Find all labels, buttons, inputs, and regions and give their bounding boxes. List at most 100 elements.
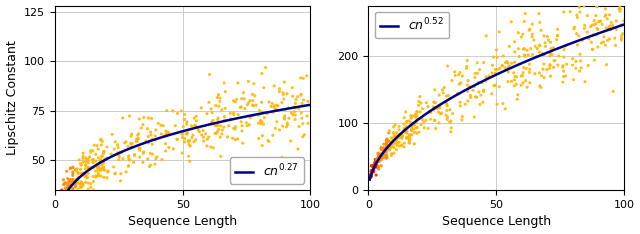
Point xyxy=(52,215,63,219)
Point xyxy=(379,142,389,146)
Point xyxy=(134,117,145,121)
Point xyxy=(126,145,136,149)
Point xyxy=(65,204,76,208)
Point xyxy=(231,158,241,162)
Point xyxy=(294,107,304,110)
Point xyxy=(54,209,65,213)
Point xyxy=(96,155,106,158)
Point xyxy=(239,97,249,101)
Point xyxy=(366,174,376,177)
Point xyxy=(553,63,563,67)
Point xyxy=(215,96,225,100)
Point xyxy=(218,128,228,132)
Point xyxy=(278,124,288,128)
Point xyxy=(534,12,544,16)
Point xyxy=(296,116,307,120)
Point xyxy=(243,80,253,83)
Point xyxy=(204,135,214,139)
Point xyxy=(369,167,379,170)
Point xyxy=(545,74,556,78)
Point xyxy=(176,109,186,113)
Point xyxy=(568,78,579,81)
Point xyxy=(415,95,425,99)
Point xyxy=(561,74,571,78)
Point xyxy=(58,196,68,200)
Point xyxy=(474,90,484,94)
Point xyxy=(68,178,78,182)
Point xyxy=(449,70,460,74)
Point xyxy=(278,91,288,95)
Point xyxy=(430,106,440,110)
Point xyxy=(285,139,296,143)
Point xyxy=(387,140,397,144)
Point xyxy=(52,217,63,221)
Point xyxy=(65,190,76,194)
Point xyxy=(88,149,98,153)
Point xyxy=(369,170,379,173)
Point xyxy=(593,45,603,49)
Point xyxy=(127,142,137,145)
Point xyxy=(58,203,68,207)
Point xyxy=(72,190,83,194)
Point xyxy=(172,138,182,141)
Point xyxy=(404,133,415,136)
Point xyxy=(232,98,242,101)
Point xyxy=(77,182,87,186)
Point xyxy=(271,103,282,107)
Point xyxy=(178,125,188,129)
Point xyxy=(376,154,387,158)
Point xyxy=(250,94,260,98)
Point xyxy=(432,107,442,110)
Point xyxy=(284,117,294,120)
Point xyxy=(63,189,73,192)
Point xyxy=(413,103,424,107)
Point xyxy=(588,47,598,51)
Point xyxy=(572,13,582,17)
Point xyxy=(421,101,431,105)
Point xyxy=(134,146,145,150)
Point xyxy=(568,57,578,61)
Point xyxy=(366,170,376,174)
Point xyxy=(291,98,301,102)
Point xyxy=(530,72,540,76)
Point xyxy=(70,181,81,184)
Point xyxy=(369,170,379,174)
Point xyxy=(76,186,86,190)
Point xyxy=(78,172,88,176)
Point xyxy=(145,151,156,155)
Point xyxy=(379,151,389,154)
Point xyxy=(291,102,301,105)
Point xyxy=(303,121,313,125)
Point xyxy=(68,170,78,174)
Point xyxy=(220,115,230,118)
Point xyxy=(389,140,399,144)
Point xyxy=(73,172,83,176)
Point xyxy=(68,172,78,175)
Point xyxy=(74,158,84,162)
Point xyxy=(279,116,289,120)
Point xyxy=(559,75,569,78)
Point xyxy=(571,66,581,70)
Point xyxy=(591,14,601,18)
Point xyxy=(220,90,230,94)
Point xyxy=(410,127,420,131)
Point xyxy=(473,80,483,84)
Point xyxy=(612,2,623,6)
Point xyxy=(524,62,534,66)
Point xyxy=(404,119,415,123)
Point xyxy=(59,192,69,196)
Point xyxy=(384,129,394,133)
Point xyxy=(245,99,255,102)
Point xyxy=(88,157,99,161)
Point xyxy=(257,120,267,124)
Point xyxy=(78,171,88,175)
Point xyxy=(131,137,141,141)
Point xyxy=(162,131,172,135)
Point xyxy=(182,131,193,135)
Point xyxy=(219,81,229,85)
Point xyxy=(392,141,402,145)
Point xyxy=(272,120,282,124)
Point xyxy=(381,157,392,160)
Point xyxy=(406,128,417,131)
Point xyxy=(224,124,234,128)
